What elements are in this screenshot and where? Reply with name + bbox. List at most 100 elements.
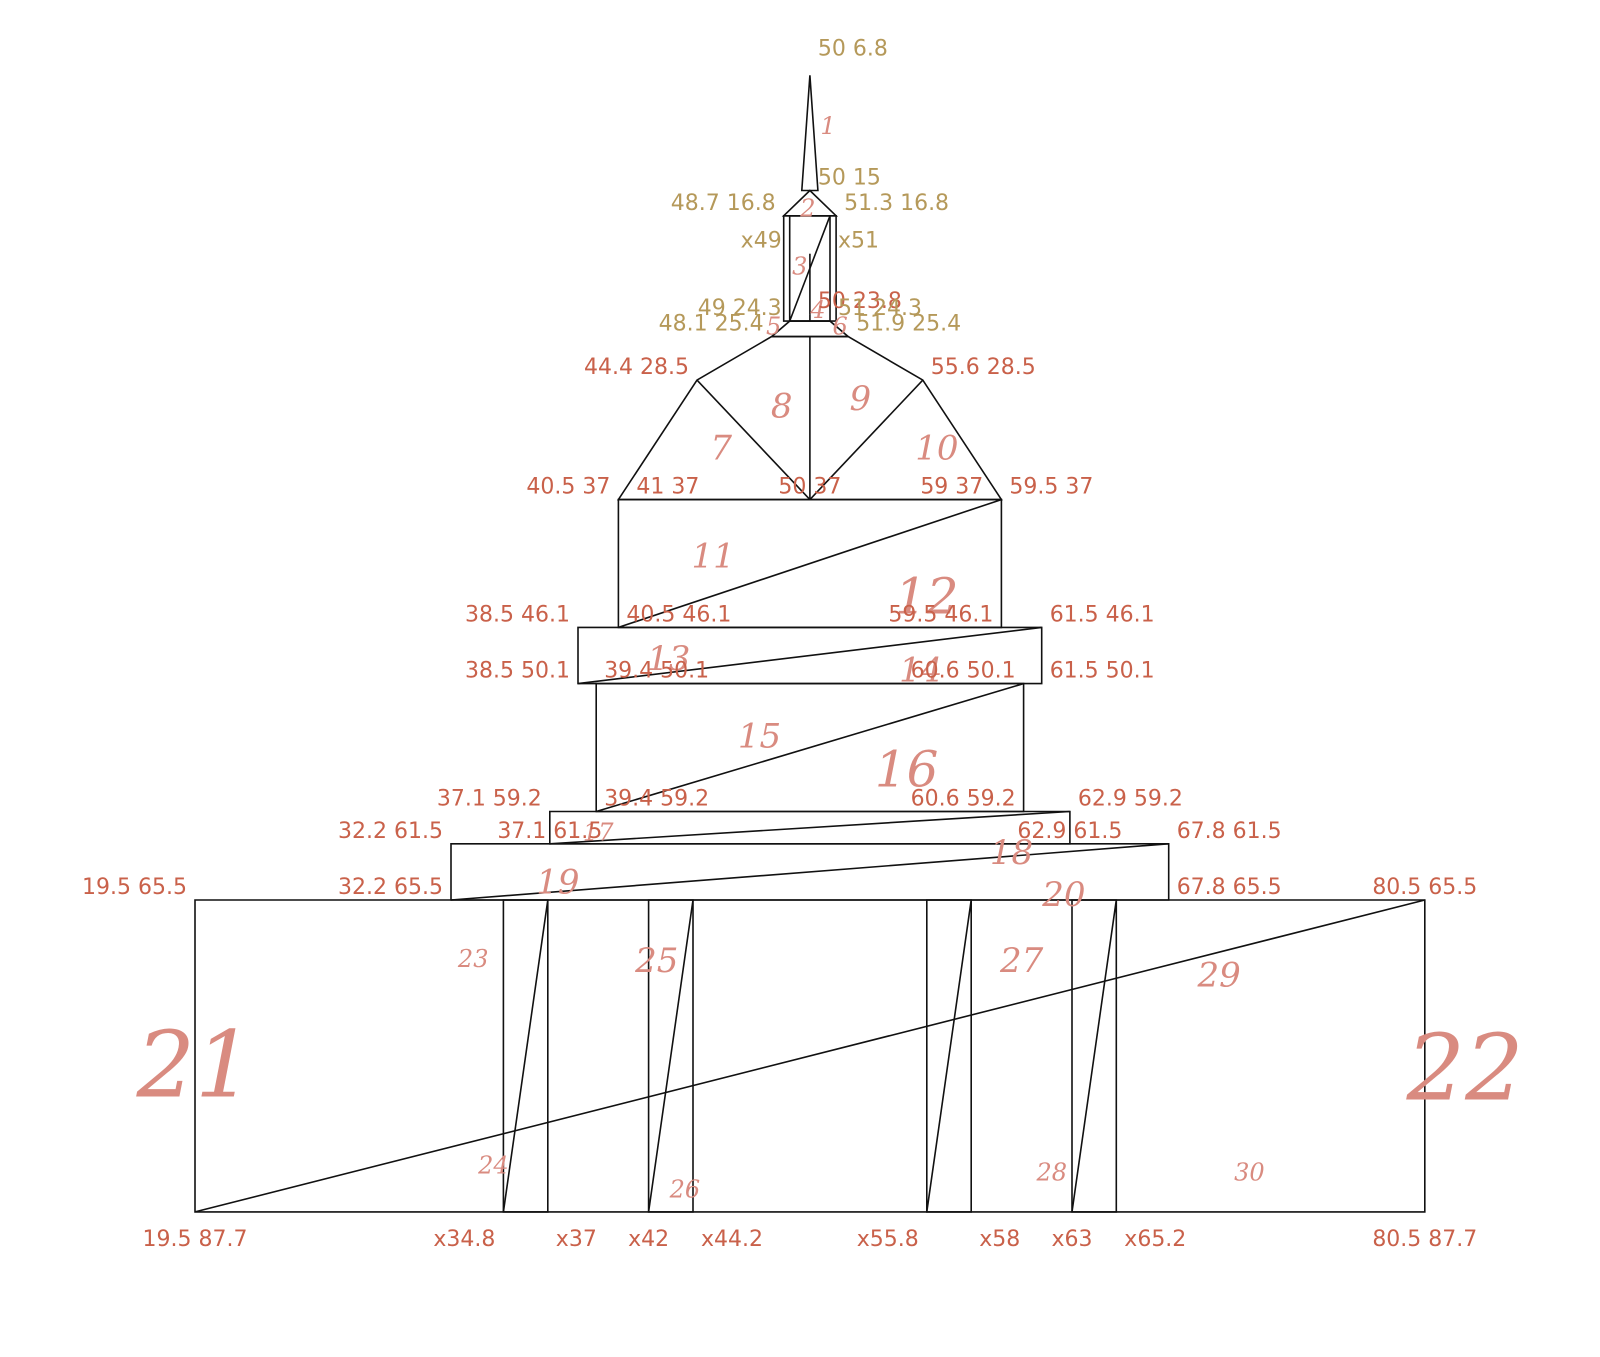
polygon-column-23-24 <box>502 899 549 1213</box>
segment-diag-25-26 <box>647 899 694 1213</box>
coordinate-label: 19.5 87.7 <box>143 1227 248 1252</box>
region-number-27: 27 <box>999 941 1044 981</box>
region-number-6: 6 <box>832 313 847 341</box>
coordinate-label-layer: 50 6.8 50 15 48.7 16.8 51.3 16.8 x49 x51 50 23… <box>82 36 1477 1252</box>
region-number-25: 25 <box>634 941 678 981</box>
coordinate-label: x51 <box>838 229 879 254</box>
coordinate-label: 49 24.3 <box>698 296 782 321</box>
region-number-22: 22 <box>1406 1014 1524 1121</box>
coordinate-label: 38.5 46.1 <box>465 602 570 627</box>
coordinate-label: 50 23.8 <box>818 289 902 314</box>
coordinate-label: x58 <box>979 1227 1020 1252</box>
region-number-12: 12 <box>895 568 959 626</box>
region-number-1: 1 <box>820 112 835 140</box>
coordinate-label: x63 <box>1051 1227 1092 1252</box>
coordinate-label: 40.5 46.1 <box>626 602 731 627</box>
region-number-7: 7 <box>710 428 732 468</box>
region-number-24: 24 <box>477 1152 509 1180</box>
coordinate-label: x49 <box>741 229 782 254</box>
coordinate-label: 61.5 46.1 <box>1050 602 1155 627</box>
diagram-shapes <box>194 75 1426 1213</box>
region-number-8: 8 <box>771 386 793 426</box>
region-number-28: 28 <box>1036 1159 1068 1187</box>
coordinate-label: 60.6 59.2 <box>911 787 1016 812</box>
segment-dome-split-left <box>696 379 811 501</box>
segment-diag-17-18 <box>549 810 1070 845</box>
region-number-5: 5 <box>766 313 781 341</box>
region-number-14: 14 <box>899 650 942 690</box>
coordinate-label: 48.7 16.8 <box>671 191 776 216</box>
coordinate-label: 51.9 25.4 <box>856 312 961 337</box>
segment-diag-15-16 <box>595 682 1024 813</box>
coordinate-label: 62.9 61.5 <box>1017 819 1122 844</box>
coordinate-label: 39.4 50.1 <box>604 659 709 684</box>
region-number-16: 16 <box>875 741 939 799</box>
region-number-20: 20 <box>1041 875 1085 915</box>
coordinate-label: 80.5 65.5 <box>1372 875 1477 900</box>
segment-diag-29-30 <box>1071 899 1118 1213</box>
coordinate-label: 48.1 25.4 <box>659 312 764 337</box>
coordinate-label: 37.1 61.5 <box>497 819 602 844</box>
region-number-3: 3 <box>792 252 807 280</box>
coordinate-label: 40.5 37 <box>526 475 610 500</box>
coordinate-label: x34.8 <box>433 1227 495 1252</box>
coordinate-label: 50 6.8 <box>818 36 888 61</box>
coordinate-label: 19.5 65.5 <box>82 875 187 900</box>
segment-dome-split-right <box>809 379 924 501</box>
region-number-21: 21 <box>135 1012 253 1119</box>
coordinate-label: 62.9 59.2 <box>1078 787 1183 812</box>
coordinate-label: x65.2 <box>1124 1227 1186 1252</box>
polygon-column-29-30 <box>1071 899 1118 1213</box>
coordinate-label: 59.5 46.1 <box>888 602 993 627</box>
segment-diag-23-24 <box>502 899 549 1213</box>
coordinate-label: 55.6 28.5 <box>931 355 1036 380</box>
region-number-15: 15 <box>738 716 781 756</box>
segment-diag-19-20 <box>450 843 1169 901</box>
coordinate-label: x42 <box>628 1227 669 1252</box>
coordinate-label: 50 37 <box>778 475 841 500</box>
segment-diag-11-12 <box>618 498 1002 629</box>
segment-diag-21-22 <box>194 899 1425 1213</box>
region-number-10: 10 <box>915 428 958 468</box>
coordinate-label: 39.4 59.2 <box>604 787 709 812</box>
coordinate-label: 59 37 <box>920 475 983 500</box>
polygon-region-1 <box>800 75 819 192</box>
coordinate-label: 60.6 50.1 <box>911 659 1016 684</box>
coordinate-label: 38.5 50.1 <box>465 659 570 684</box>
region-number-9: 9 <box>849 379 871 419</box>
coordinate-label: 41 37 <box>636 475 699 500</box>
coordinate-label: 67.8 61.5 <box>1177 819 1282 844</box>
coordinate-label: 32.2 61.5 <box>338 819 443 844</box>
segment-diag-13-14 <box>577 626 1042 685</box>
coordinate-label: 51 24.3 <box>838 296 922 321</box>
coordinate-label: 32.2 65.5 <box>338 875 443 900</box>
coordinate-label: x37 <box>556 1227 597 1252</box>
coordinate-label: 44.4 28.5 <box>584 355 689 380</box>
region-number-18: 18 <box>990 833 1033 873</box>
coordinate-label: 51.3 16.8 <box>844 191 949 216</box>
segment-diag-27-28 <box>926 899 972 1213</box>
region-number-23: 23 <box>457 945 489 973</box>
coordinate-label: x55.8 <box>857 1227 919 1252</box>
polygon-column-27-28 <box>925 899 973 1213</box>
region-number-29: 29 <box>1196 955 1240 995</box>
coordinate-label: 80.5 87.7 <box>1372 1227 1477 1252</box>
region-number-13: 13 <box>647 639 690 679</box>
region-number-19: 19 <box>536 863 579 903</box>
polygon-base <box>194 899 1426 1213</box>
coordinate-label: 59.5 37 <box>1009 475 1093 500</box>
region-number-26: 26 <box>669 1175 701 1203</box>
polygon-band-1 <box>577 626 1043 685</box>
region-number-2: 2 <box>799 195 815 223</box>
coordinate-label: 37.1 59.2 <box>437 787 542 812</box>
polygon-column-25-26 <box>647 899 694 1213</box>
coordinate-label: 50 15 <box>818 166 881 191</box>
region-number-30: 30 <box>1234 1159 1265 1187</box>
region-number-11: 11 <box>691 537 734 577</box>
region-number-17: 17 <box>583 819 614 847</box>
coordinate-label: 67.8 65.5 <box>1177 875 1282 900</box>
coordinate-label: x44.2 <box>701 1227 763 1252</box>
region-number-4: 4 <box>809 296 825 324</box>
